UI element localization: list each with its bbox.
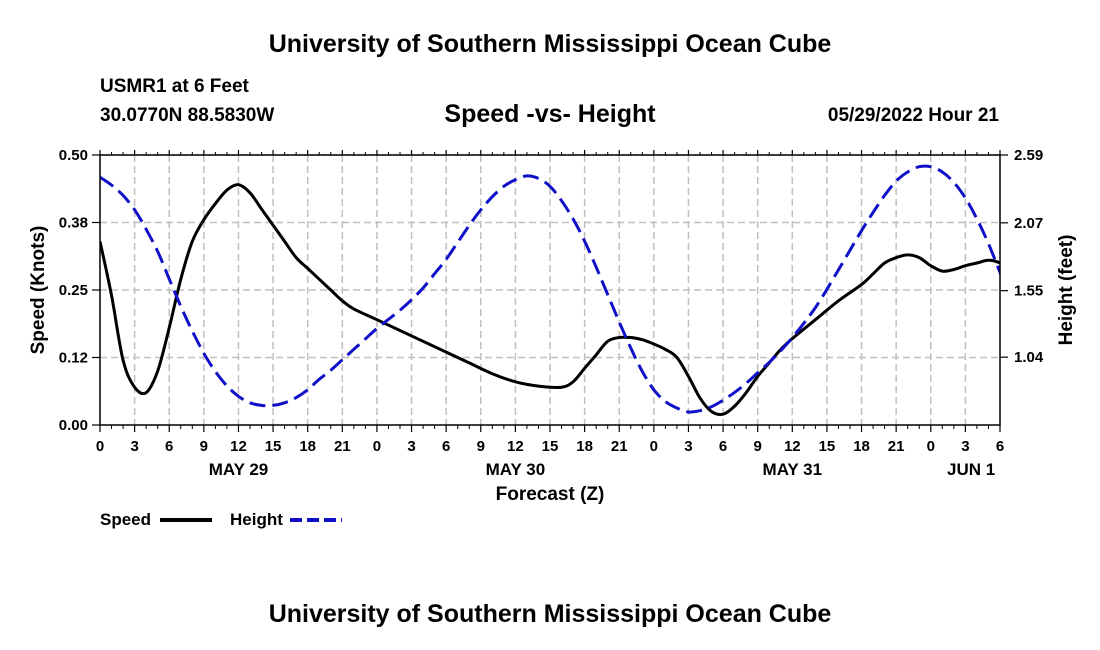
- x-tick-label: 15: [542, 438, 559, 455]
- x-tick-label: 12: [230, 438, 247, 455]
- x-tick-label: 12: [507, 438, 524, 455]
- x-tick-label: 12: [784, 438, 801, 455]
- x-tick-label: 3: [961, 438, 969, 455]
- x-tick-label: 15: [265, 438, 282, 455]
- x-tick-label: 15: [819, 438, 836, 455]
- x-tick-label: 21: [611, 438, 628, 455]
- x-tick-label: 9: [200, 438, 208, 455]
- legend-label-height: Height: [230, 510, 283, 529]
- x-tick-label: 0: [650, 438, 658, 455]
- x-tick-label: 18: [299, 438, 316, 455]
- x-date-label: MAY 30: [486, 460, 546, 479]
- y-tick-label: 0.38: [59, 215, 88, 232]
- x-tick-label: 21: [334, 438, 351, 455]
- x-tick-label: 3: [407, 438, 415, 455]
- forecast-datetime: 05/29/2022 Hour 21: [827, 105, 999, 126]
- y2-tick-label: 1.04: [1014, 349, 1044, 366]
- x-axis-ticks: 0 3 6 9 12 15 18 21 0 3 6 9 12 15 18 21 0 3 6 9 12 15 18 21 0 3 6: [96, 150, 1004, 455]
- station-name: USMR1 at 6 Feet: [100, 76, 249, 97]
- x-tick-label: 9: [477, 438, 485, 455]
- x-date-label: JUN 1: [947, 460, 995, 479]
- x-tick-label: 21: [888, 438, 905, 455]
- x-tick-label: 6: [165, 438, 173, 455]
- station-coordinates: 30.0770N 88.5830W: [100, 105, 275, 126]
- x-tick-label: 0: [96, 438, 104, 455]
- x-date-label: MAY 31: [763, 460, 823, 479]
- y-tick-label: 0.00: [59, 417, 88, 434]
- series-layer: [100, 164, 1000, 417]
- x-tick-label: 0: [927, 438, 935, 455]
- x-tick-label: 0: [373, 438, 381, 455]
- y2-tick-label: 1.55: [1014, 283, 1043, 300]
- speed-height-chart: 0 3 6 9 12 15 18 21 0 3 6 9 12 15 18 21 0 3 6 9 12 15 18 21 0 3 6 …: [28, 147, 1077, 529]
- x-date-labels: MAY 29 MAY 30 MAY 31 JUN 1: [209, 460, 996, 479]
- x-date-label: MAY 29: [209, 460, 269, 479]
- y-tick-label: 0.12: [59, 350, 88, 367]
- chart-title: University of Southern Mississippi Ocean…: [268, 30, 832, 58]
- y2-tick-label: 2.07: [1014, 215, 1043, 232]
- legend-label-speed: Speed: [100, 510, 151, 529]
- y-axis-label: Speed (Knots): [28, 226, 49, 355]
- y2-axis-ticks: 1.04 1.55 2.07 2.59: [1000, 147, 1044, 366]
- legend: Speed Height: [100, 510, 342, 529]
- grid: [100, 154, 1000, 425]
- series-line-speed: [100, 183, 1000, 417]
- x-tick-label: 18: [576, 438, 593, 455]
- x-tick-label: 9: [754, 438, 762, 455]
- footer-title: University of Southern Mississippi Ocean…: [268, 600, 832, 628]
- y2-axis-label: Height (feet): [1056, 235, 1077, 346]
- chart-subtitle: Speed -vs- Height: [444, 100, 656, 128]
- x-tick-label: 6: [442, 438, 450, 455]
- x-tick-label: 6: [719, 438, 727, 455]
- y-tick-label: 0.50: [59, 147, 88, 164]
- x-tick-label: 18: [853, 438, 870, 455]
- x-tick-label: 3: [130, 438, 138, 455]
- series-line-height: [100, 164, 1000, 414]
- x-tick-label: 6: [996, 438, 1004, 455]
- y-tick-label: 0.25: [59, 282, 88, 299]
- x-axis-label: Forecast (Z): [496, 484, 605, 505]
- y-axis-ticks: 0.00 0.12 0.25 0.38 0.50: [59, 147, 100, 434]
- y2-tick-label: 2.59: [1014, 147, 1043, 164]
- x-tick-label: 3: [684, 438, 692, 455]
